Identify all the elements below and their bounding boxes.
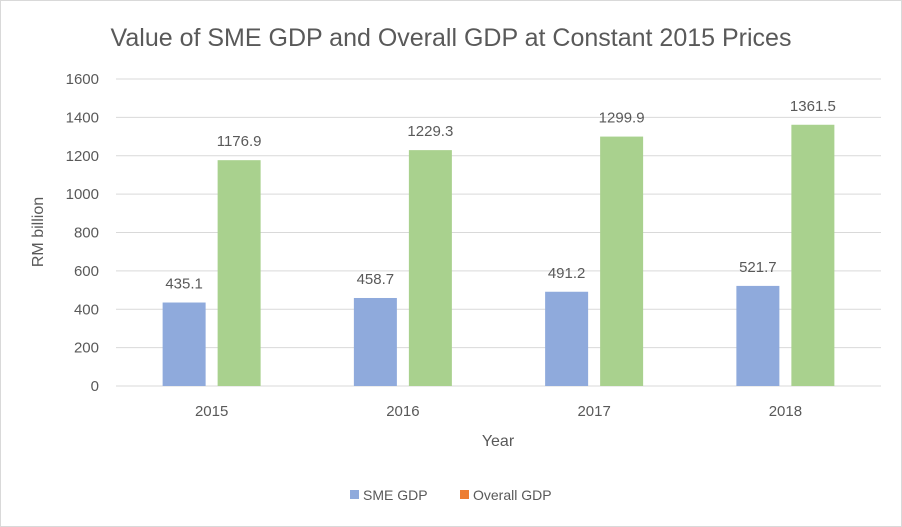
y-tick-label: 600 <box>74 263 99 280</box>
x-tick-label: 2015 <box>195 403 228 420</box>
legend-swatch <box>460 490 469 499</box>
data-label: 1299.9 <box>599 110 645 127</box>
y-tick-label: 0 <box>91 378 99 395</box>
data-label: 1176.9 <box>217 133 262 150</box>
legend-label: SME GDP <box>363 487 428 503</box>
x-tick-label: 2016 <box>386 403 419 420</box>
y-tick-label: 800 <box>74 225 99 242</box>
bar-overall-gdp <box>217 160 261 386</box>
bar-sme-gdp <box>353 297 397 386</box>
y-tick-label: 1600 <box>66 71 99 88</box>
data-label: 1361.5 <box>790 98 836 115</box>
data-label: 1229.3 <box>407 123 453 140</box>
y-tick-label: 1200 <box>66 148 99 165</box>
legend-label: Overall GDP <box>473 487 552 503</box>
data-label: 435.1 <box>165 276 203 293</box>
y-tick-label: 200 <box>74 340 99 357</box>
x-tick-label: 2017 <box>577 403 610 420</box>
y-tick-label: 400 <box>74 301 99 318</box>
bar-sme-gdp <box>162 302 206 386</box>
bar-overall-gdp <box>600 136 644 386</box>
bar-overall-gdp <box>791 124 835 387</box>
y-tick-label: 1400 <box>66 109 99 126</box>
bar-overall-gdp <box>408 150 452 386</box>
y-axis-label: RM billion <box>30 197 47 267</box>
bar-sme-gdp <box>545 291 589 386</box>
bar-sme-gdp <box>736 285 780 386</box>
data-label: 458.7 <box>357 271 395 288</box>
legend-swatch <box>350 490 359 499</box>
chart-title: Value of SME GDP and Overall GDP at Cons… <box>111 24 792 52</box>
data-label: 491.2 <box>548 265 586 282</box>
x-tick-label: 2018 <box>769 403 802 420</box>
data-label: 521.7 <box>739 259 777 276</box>
x-axis-label: Year <box>482 433 515 450</box>
y-tick-label: 1000 <box>66 186 99 203</box>
